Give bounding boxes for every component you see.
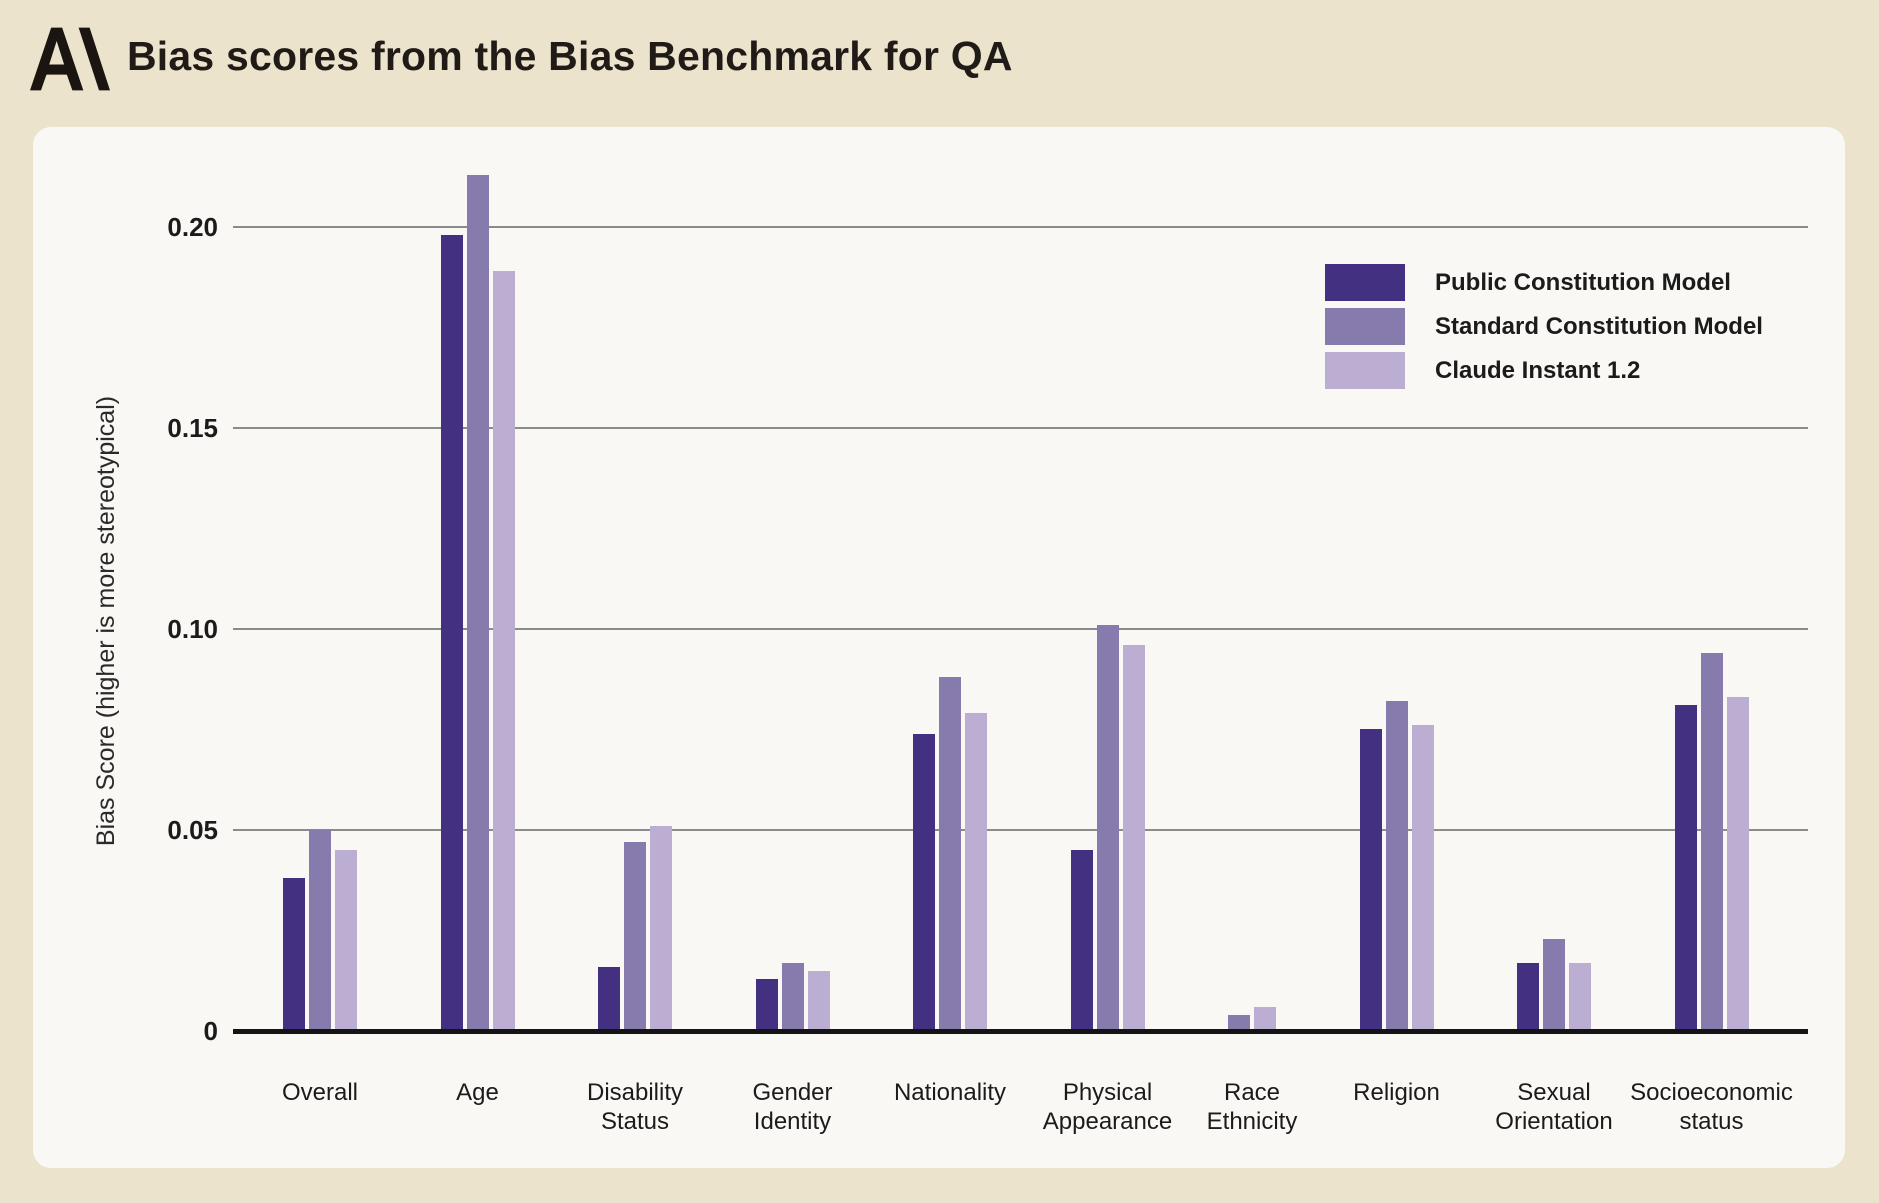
chart-legend: Public Constitution Model Standard Consti… — [1325, 264, 1763, 396]
category-label-sexual-orientation: Sexual Orientation — [1495, 1079, 1613, 1135]
category-label-age: Age — [456, 1079, 499, 1106]
page-title: Bias scores from the Bias Benchmark for … — [127, 33, 1013, 79]
gridline-0.15 — [233, 427, 1808, 429]
bar-standard-constitution-model-disability-status — [624, 842, 646, 1031]
legend-item: Standard Constitution Model — [1325, 308, 1763, 345]
y-tick-label-0.10: 0.10 — [167, 614, 218, 644]
bar-claude-instant-1-2-socioeconomic-status — [1726, 697, 1749, 1031]
bar-public-constitution-model-religion — [1359, 729, 1382, 1031]
legend-item: Claude Instant 1.2 — [1325, 352, 1763, 389]
category-label-race-ethnicity: Race Ethnicity — [1206, 1079, 1298, 1135]
bar-standard-constitution-model-religion — [1385, 701, 1408, 1031]
bar-public-constitution-model-gender-identity — [755, 979, 778, 1031]
gridline-0.20 — [233, 226, 1808, 228]
bar-claude-instant-1-2-race-ethnicity — [1254, 1007, 1276, 1031]
bar-public-constitution-model-socioeconomic-status — [1674, 705, 1697, 1031]
legend-swatch — [1325, 308, 1405, 345]
legend-label: Claude Instant 1.2 — [1435, 356, 1641, 384]
bar-standard-constitution-model-socioeconomic-status — [1700, 653, 1723, 1031]
bar-standard-constitution-model-overall — [309, 830, 331, 1031]
bar-standard-constitution-model-race-ethnicity — [1228, 1015, 1250, 1031]
bar-public-constitution-model-age — [440, 235, 463, 1031]
bar-standard-constitution-model-sexual-orientation — [1543, 939, 1565, 1031]
bar-chart: Bias Score (higher is more stereotypical… — [33, 127, 1845, 1168]
bar-claude-instant-1-2-physical-appearance — [1122, 645, 1145, 1031]
bar-public-constitution-model-overall — [283, 878, 305, 1031]
bar-standard-constitution-model-physical-appearance — [1096, 625, 1119, 1031]
bar-public-constitution-model-physical-appearance — [1070, 850, 1093, 1031]
category-label-overall: Overall — [281, 1079, 359, 1106]
category-label-religion: Religion — [1353, 1079, 1440, 1106]
bar-claude-instant-1-2-overall — [335, 850, 357, 1031]
category-label-socioeconomic-status: Socioeconomic status — [1630, 1079, 1793, 1135]
category-label-disability-status: Disability Status — [586, 1079, 684, 1135]
bar-public-constitution-model-nationality — [913, 734, 935, 1031]
anthropic-logo-icon — [30, 24, 110, 94]
legend-swatch — [1325, 264, 1405, 301]
gridline-0.10 — [233, 628, 1808, 630]
chart-card: Bias Score (higher is more stereotypical… — [33, 127, 1845, 1168]
bar-claude-instant-1-2-age — [492, 271, 515, 1031]
bar-public-constitution-model-disability-status — [598, 967, 620, 1031]
y-tick-label-0.05: 0.05 — [167, 815, 218, 845]
y-tick-label-0.20: 0.20 — [167, 212, 218, 242]
legend-label: Standard Constitution Model — [1435, 312, 1763, 340]
bar-standard-constitution-model-gender-identity — [781, 963, 804, 1031]
bar-claude-instant-1-2-religion — [1411, 725, 1434, 1031]
legend-label: Public Constitution Model — [1435, 268, 1731, 296]
page-header: Bias scores from the Bias Benchmark for … — [0, 0, 1879, 125]
bar-public-constitution-model-sexual-orientation — [1517, 963, 1539, 1031]
bar-claude-instant-1-2-sexual-orientation — [1569, 963, 1591, 1031]
category-label-physical-appearance: Physical Appearance — [1042, 1079, 1173, 1135]
legend-swatch — [1325, 352, 1405, 389]
y-tick-label-0.15: 0.15 — [167, 413, 218, 443]
category-label-gender-identity: Gender Identity — [752, 1079, 833, 1135]
category-label-nationality: Nationality — [893, 1079, 1007, 1106]
bar-claude-instant-1-2-disability-status — [650, 826, 672, 1031]
bar-standard-constitution-model-age — [466, 175, 489, 1031]
bar-standard-constitution-model-nationality — [939, 677, 961, 1031]
y-tick-label-0: 0 — [203, 1016, 218, 1046]
bar-claude-instant-1-2-gender-identity — [807, 971, 830, 1031]
x-axis-line — [233, 1029, 1808, 1034]
legend-item: Public Constitution Model — [1325, 264, 1763, 301]
bar-claude-instant-1-2-nationality — [965, 713, 987, 1031]
gridline-0.05 — [233, 829, 1808, 831]
